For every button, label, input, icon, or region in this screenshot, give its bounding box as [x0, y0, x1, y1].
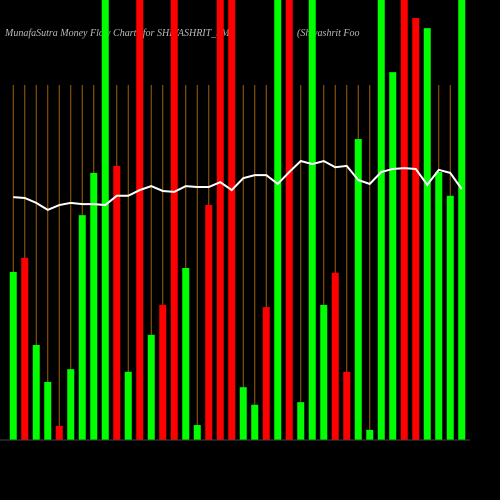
bar [331, 272, 339, 440]
bar [136, 0, 144, 440]
bar [435, 172, 443, 441]
bar [32, 344, 40, 440]
bar [389, 72, 397, 440]
bar [90, 172, 98, 441]
chart-title: MunafaSutra Money Flow Charts for SHIVAS… [4, 28, 230, 39]
bar [55, 425, 63, 440]
bar [78, 215, 86, 440]
bar [297, 402, 305, 440]
bar [239, 387, 247, 440]
bar [377, 0, 385, 440]
bar [9, 271, 17, 440]
bar [44, 381, 52, 440]
bar [262, 307, 270, 440]
bar [193, 425, 201, 440]
bar [216, 0, 224, 440]
bar [101, 0, 109, 440]
bar [446, 195, 454, 440]
bar [412, 18, 420, 440]
bar [285, 0, 293, 440]
bar [124, 371, 132, 440]
bar [458, 0, 466, 440]
bar [170, 0, 178, 440]
bar [308, 0, 316, 440]
chart-subtitle: (Shivashrit Foo [297, 28, 360, 39]
bar [354, 139, 362, 441]
bar [274, 0, 282, 440]
bar [182, 267, 190, 440]
bar [113, 165, 121, 440]
bar [343, 371, 351, 440]
money-flow-line [13, 159, 463, 212]
bar [159, 304, 167, 440]
bar [205, 205, 213, 440]
bar [21, 257, 29, 440]
bar [320, 304, 328, 440]
bar [423, 28, 431, 440]
bar [147, 334, 155, 440]
bar [67, 369, 75, 440]
bar [400, 0, 408, 440]
bar [251, 404, 259, 440]
bar [366, 429, 374, 440]
bar [228, 0, 236, 440]
